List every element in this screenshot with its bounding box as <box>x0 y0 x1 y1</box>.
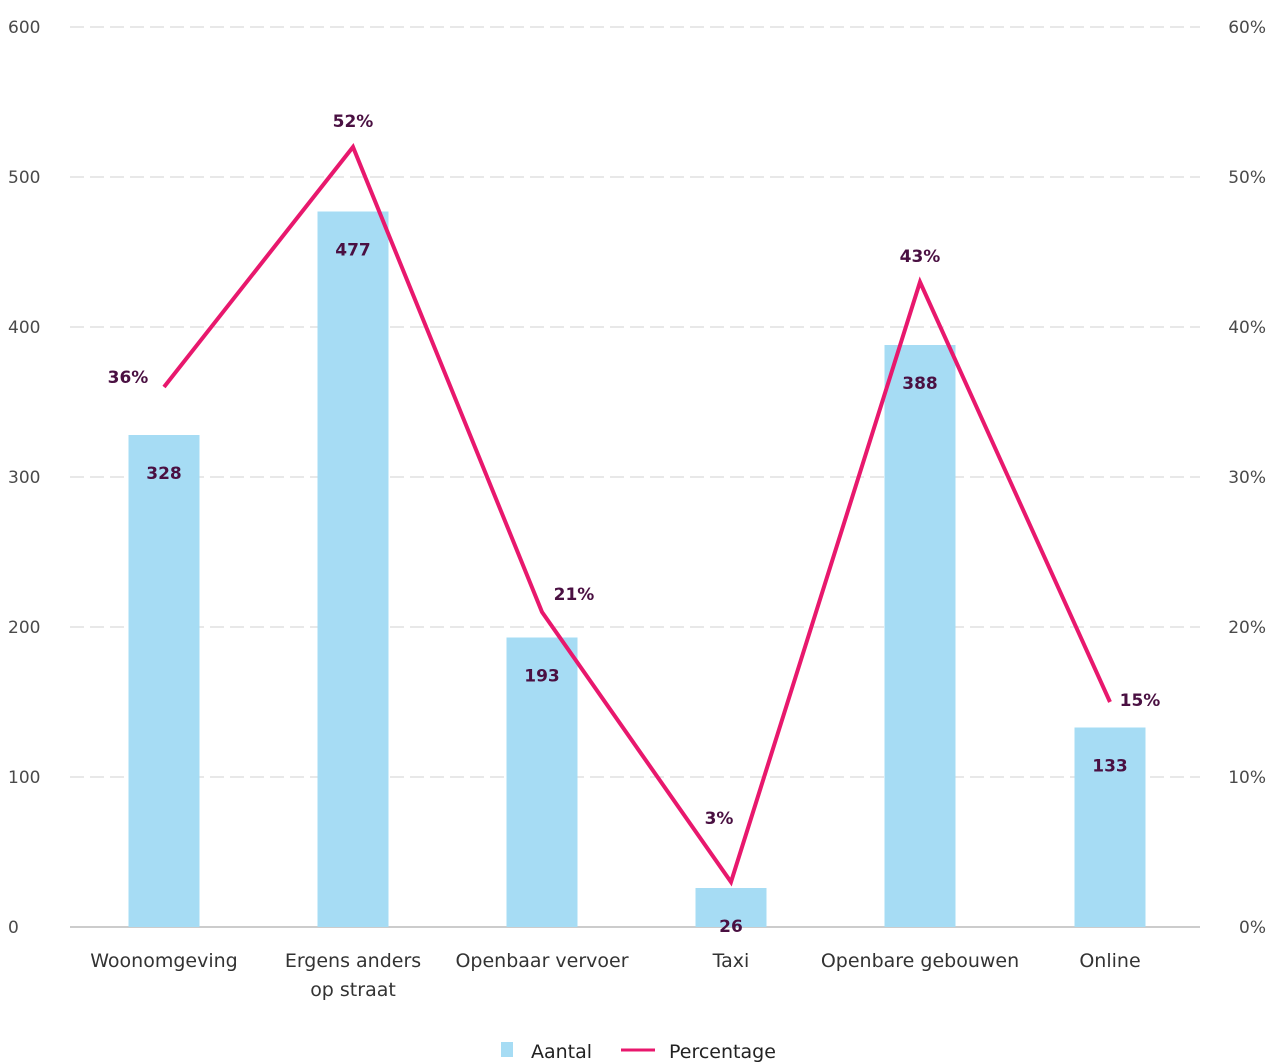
percentage-value-label: 3% <box>705 809 734 829</box>
bar-value-label: 26 <box>719 917 743 937</box>
legend: Aantal Percentage <box>501 1041 776 1063</box>
bar <box>695 888 767 927</box>
bar-value-label: 193 <box>524 667 560 687</box>
right-tick-label: 50% <box>1228 168 1266 188</box>
left-tick-label: 400 <box>8 318 40 338</box>
right-tick-label: 0% <box>1239 918 1266 938</box>
legend-swatch-aantal <box>501 1042 513 1057</box>
right-tick-label: 30% <box>1228 468 1266 488</box>
bar-value-label: 328 <box>146 464 182 484</box>
percentage-value-label: 43% <box>900 247 941 267</box>
bar <box>506 637 578 927</box>
right-tick-label: 40% <box>1228 318 1266 338</box>
left-tick-label: 300 <box>8 468 40 488</box>
legend-label-aantal: Aantal <box>531 1041 592 1063</box>
right-tick-label: 10% <box>1228 768 1266 788</box>
percentage-value-label: 21% <box>554 585 595 605</box>
category-label: Taxi <box>712 950 750 972</box>
bar <box>317 211 389 927</box>
percentage-value-label: 15% <box>1120 691 1161 711</box>
line-series: 36% 52% 21% 3% 43% 15% <box>108 112 1161 887</box>
left-tick-label: 100 <box>8 768 40 788</box>
bar-value-label: 388 <box>902 374 938 394</box>
right-axis: 0% 10% 20% 30% 40% 50% 60% <box>1228 18 1266 938</box>
category-labels: Woonomgeving Ergens anders op straat Openba… <box>90 950 1140 1001</box>
category-label: Woonomgeving <box>90 950 237 972</box>
right-tick-label: 20% <box>1228 618 1266 638</box>
percentage-value-label: 36% <box>108 368 149 388</box>
left-tick-label: 600 <box>8 18 40 38</box>
category-label: Openbare gebouwen <box>821 950 1019 972</box>
left-tick-label: 500 <box>8 168 40 188</box>
left-tick-label: 200 <box>8 618 40 638</box>
bar-value-label: 133 <box>1092 757 1128 777</box>
left-tick-label: 0 <box>8 918 19 938</box>
category-label: op straat <box>310 979 396 1001</box>
bar <box>884 345 956 927</box>
gridlines <box>70 26 1200 928</box>
category-label: Openbaar vervoer <box>455 950 628 972</box>
bar-value-label: 477 <box>335 241 371 261</box>
bar-series: 328 477 193 26 388 133 <box>128 211 1146 937</box>
bar <box>1074 727 1146 927</box>
category-label: Online <box>1079 950 1140 972</box>
category-label: Ergens anders <box>285 950 421 972</box>
right-tick-label: 60% <box>1228 18 1266 38</box>
legend-label-percentage: Percentage <box>669 1041 776 1063</box>
percentage-value-label: 52% <box>333 112 374 132</box>
bar <box>128 435 200 927</box>
percentage-line <box>162 143 1112 887</box>
left-axis: 0 100 200 300 400 500 600 <box>8 18 40 938</box>
